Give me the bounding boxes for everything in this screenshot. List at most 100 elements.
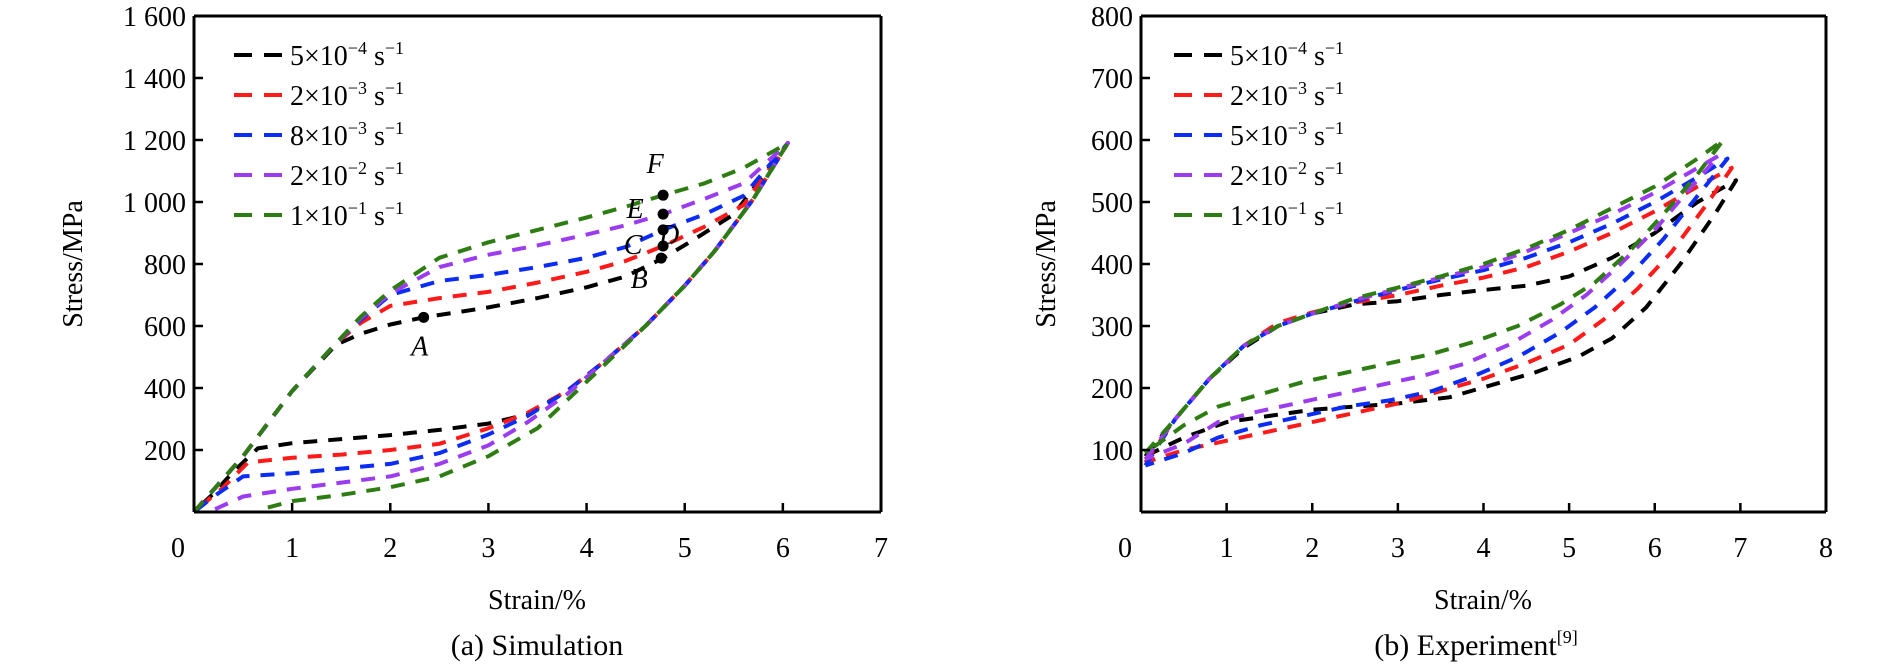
x-tick-label: 2: [383, 533, 397, 564]
legend-label-exp: −2: [348, 158, 367, 178]
panel-a-y-axis-title: Stress/MPa: [58, 200, 89, 328]
legend-label-unit: s: [1307, 41, 1325, 72]
panel-b-axes: 0 1 2 3 4 5 6 7 8 100 200 300 400 500 600 700 800: [1091, 2, 1833, 564]
legend-label-unit-exp: −1: [385, 118, 404, 138]
legend-label-base: 2×10: [290, 81, 348, 112]
legend-label-unit-exp: −1: [385, 198, 404, 218]
legend-label-base: 2×10: [290, 161, 348, 192]
x-tick-label: 4: [1477, 533, 1491, 564]
annotation-label-d: D: [658, 220, 679, 251]
x-tick-label: 6: [1648, 533, 1662, 564]
legend-item: 5×10−3 s−1: [1174, 118, 1344, 152]
legend-label: 8×10−3 s−1: [290, 118, 404, 152]
legend-label-exp: −4: [348, 38, 367, 58]
series-line-1: [1143, 178, 1739, 459]
legend-label-base: 1×10: [290, 201, 348, 232]
x-tick-label: 1: [285, 533, 299, 564]
legend-item: 5×10−4 s−1: [234, 38, 404, 72]
legend-label: 1×10−1 s−1: [290, 198, 404, 232]
x-tick-label: 3: [1391, 533, 1405, 564]
legend-label-unit-exp: −1: [1325, 158, 1344, 178]
panel-a-annotations: A BC DEF: [409, 149, 679, 362]
series-line-5: [1143, 138, 1726, 455]
legend-label-unit-exp: −1: [385, 78, 404, 98]
y-tick-label: 800: [1091, 2, 1133, 33]
y-tick-label: 300: [1091, 312, 1133, 343]
legend-label-base: 2×10: [1230, 81, 1288, 112]
legend-item: 2×10−3 s−1: [1174, 78, 1344, 112]
y-tick-label: 200: [1091, 374, 1133, 405]
legend-label-exp: −3: [1288, 118, 1307, 138]
y-tick-label: 1 200: [123, 126, 186, 157]
annotation-point-b: [655, 252, 667, 264]
y-tick-label: 1 600: [123, 2, 186, 33]
annotation-point-f: [657, 189, 669, 201]
panel-b-caption: (b) Experiment[9]: [1374, 627, 1577, 662]
legend-label-exp: −2: [1288, 158, 1307, 178]
legend-label-base: 5×10: [1230, 41, 1288, 72]
legend-label-unit: s: [1307, 201, 1325, 232]
legend-label: 2×10−2 s−1: [290, 158, 404, 192]
legend-label-exp: −3: [1288, 78, 1307, 98]
legend-label-unit-exp: −1: [385, 38, 404, 58]
legend-label-unit: s: [1307, 81, 1325, 112]
annotation-point-d: [657, 224, 669, 236]
legend-label-unit: s: [367, 41, 385, 72]
x-tick-label: 7: [1733, 533, 1747, 564]
panel-a-caption: (a) Simulation: [451, 629, 623, 662]
annotation-label-e: E: [626, 194, 644, 225]
annotation-label-f: F: [646, 149, 665, 180]
legend-label-unit: s: [367, 121, 385, 152]
panel-a-x-axis-title: Strain/%: [488, 585, 586, 616]
series-line-4: [1143, 153, 1721, 462]
legend-label: 1×10−1 s−1: [1230, 198, 1344, 232]
x-tick-label: 1: [1220, 533, 1234, 564]
legend-label-base: 5×10: [290, 41, 348, 72]
y-tick-label: 1 000: [123, 188, 186, 219]
legend-label-exp: −3: [348, 78, 367, 98]
panel-b-y-axis-title: Stress/MPa: [1031, 200, 1062, 328]
annotation-point-c: [657, 240, 669, 252]
x-tick-label: 8: [1819, 533, 1833, 564]
legend-label-unit: s: [1307, 121, 1325, 152]
legend-label-exp: −3: [348, 118, 367, 138]
legend-item: 5×10−4 s−1: [1174, 38, 1344, 72]
legend-label-unit: s: [367, 81, 385, 112]
y-tick-label: 600: [144, 312, 186, 343]
panel-b-caption-ref: [9]: [1557, 627, 1578, 647]
legend-label-unit-exp: −1: [1325, 118, 1344, 138]
series-line-5: [192, 141, 790, 514]
annotation-point-e: [657, 208, 669, 220]
y-tick-label: 400: [1091, 250, 1133, 281]
legend-label: 5×10−3 s−1: [1230, 118, 1344, 152]
legend-label-unit: s: [367, 161, 385, 192]
legend-label-unit: s: [367, 201, 385, 232]
panel-a-legend: 5×10−4 s−12×10−3 s−18×10−3 s−12×10−2 s−1…: [234, 38, 404, 232]
y-tick-label: 200: [144, 436, 186, 467]
series-line-1: [192, 141, 790, 514]
legend-label: 2×10−3 s−1: [290, 78, 404, 112]
legend-item: 2×10−2 s−1: [1174, 158, 1344, 192]
legend-label-unit-exp: −1: [1325, 38, 1344, 58]
legend-item: 1×10−1 s−1: [234, 198, 404, 232]
panel-b-curves: [1143, 138, 1739, 468]
legend-label-unit: s: [1307, 161, 1325, 192]
legend-label-unit-exp: −1: [1325, 198, 1344, 218]
legend-label-exp: −4: [1288, 38, 1307, 58]
x-tick-label: 4: [580, 533, 594, 564]
x-tick-label: 3: [481, 533, 495, 564]
x-tick-label: 7: [874, 533, 888, 564]
x-tick-label: 0: [1118, 533, 1132, 564]
legend-label-base: 5×10: [1230, 121, 1288, 152]
legend-label-unit-exp: −1: [1325, 78, 1344, 98]
legend-item: 2×10−3 s−1: [234, 78, 404, 112]
series-line-2: [192, 141, 790, 514]
legend-label-base: 8×10: [290, 121, 348, 152]
x-tick-label: 5: [678, 533, 692, 564]
annotation-point-a: [418, 311, 430, 323]
legend-label: 5×10−4 s−1: [1230, 38, 1344, 72]
y-tick-label: 700: [1091, 64, 1133, 95]
panel-b-caption-text: (b) Experiment: [1374, 629, 1557, 662]
